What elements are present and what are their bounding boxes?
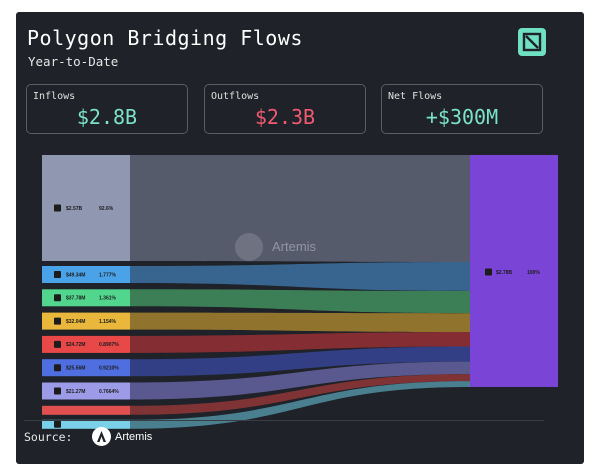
target-pct-label: 100%: [527, 270, 540, 276]
source-node-1: [42, 266, 130, 283]
source-node-8: [42, 419, 130, 429]
flow-link-6: [130, 361, 470, 400]
inflows-label: Inflows: [33, 91, 76, 102]
net-flows-value: +$300M: [425, 105, 499, 129]
outflows-card: Outflows $2.3B: [204, 84, 366, 134]
source-pct-label: 0.8907%: [99, 342, 119, 348]
source-value-label: $25.56M: [66, 366, 85, 372]
source-value-label: $21.27M: [66, 389, 85, 395]
source-value-label: $49.34M: [66, 272, 85, 278]
flow-link-7: [130, 374, 470, 415]
flow-link-0: [130, 155, 470, 262]
source-node-3: [42, 312, 130, 330]
source-pct-label: 1.361%: [99, 296, 117, 302]
source-node-6: [42, 382, 130, 400]
source-token-icon: [54, 420, 61, 428]
inflows-card: Inflows $2.8B: [26, 84, 188, 134]
source-node-5: [42, 359, 130, 377]
source-pct-label: 0.9210%: [99, 366, 119, 372]
flow-link-5: [130, 346, 470, 377]
source-node-7: [42, 405, 130, 415]
source-node-4: [42, 335, 130, 353]
outflows-label: Outflows: [211, 91, 260, 102]
source-value-label: $32.04M: [66, 319, 85, 325]
target-value-label: $2.78B: [496, 270, 513, 276]
source-value-label: $2.57B: [66, 206, 83, 212]
source-token-icon: [54, 364, 61, 372]
source-node-2: [42, 289, 130, 307]
source-token-icon: [54, 387, 61, 395]
source-token-icon: [54, 294, 61, 302]
footer-divider: [24, 420, 544, 421]
source-token-icon: [54, 271, 61, 278]
net-flows-label: Net Flows: [388, 91, 443, 102]
source-label: Source:: [24, 430, 73, 444]
watermark-logo-icon: [235, 233, 263, 261]
flow-link-3: [130, 312, 470, 333]
inflows-value: $2.8B: [76, 105, 138, 129]
target-node: [470, 155, 558, 387]
source-pct-label: 92.6%: [99, 206, 114, 212]
source-token-icon: [54, 340, 61, 348]
chart-title: Polygon Bridging Flows: [27, 26, 303, 50]
flow-link-8: [130, 381, 470, 429]
flow-link-1: [130, 262, 470, 291]
source-pct-label: 1.777%: [99, 272, 117, 278]
outflows-value: $2.3B: [254, 105, 316, 129]
source-pct-label: 1.154%: [99, 319, 117, 325]
flow-link-2: [130, 289, 470, 314]
watermark-text: Artemis: [272, 239, 317, 254]
source-logo-icon: [92, 427, 111, 446]
source-value-label: $24.72M: [66, 342, 85, 348]
artemis-logo-icon: [518, 28, 546, 56]
source-value-label: $37.78M: [66, 296, 85, 302]
chart-subtitle: Year-to-Date: [28, 54, 119, 69]
target-token-icon: [485, 268, 492, 276]
source-token-icon: [54, 317, 61, 325]
source-pct-label: 0.7664%: [99, 389, 119, 395]
source-name: Artemis: [115, 431, 153, 443]
flow-link-4: [130, 332, 470, 353]
net-flows-card: Net Flows +$300M: [381, 84, 543, 134]
source-token-icon: [54, 204, 61, 212]
